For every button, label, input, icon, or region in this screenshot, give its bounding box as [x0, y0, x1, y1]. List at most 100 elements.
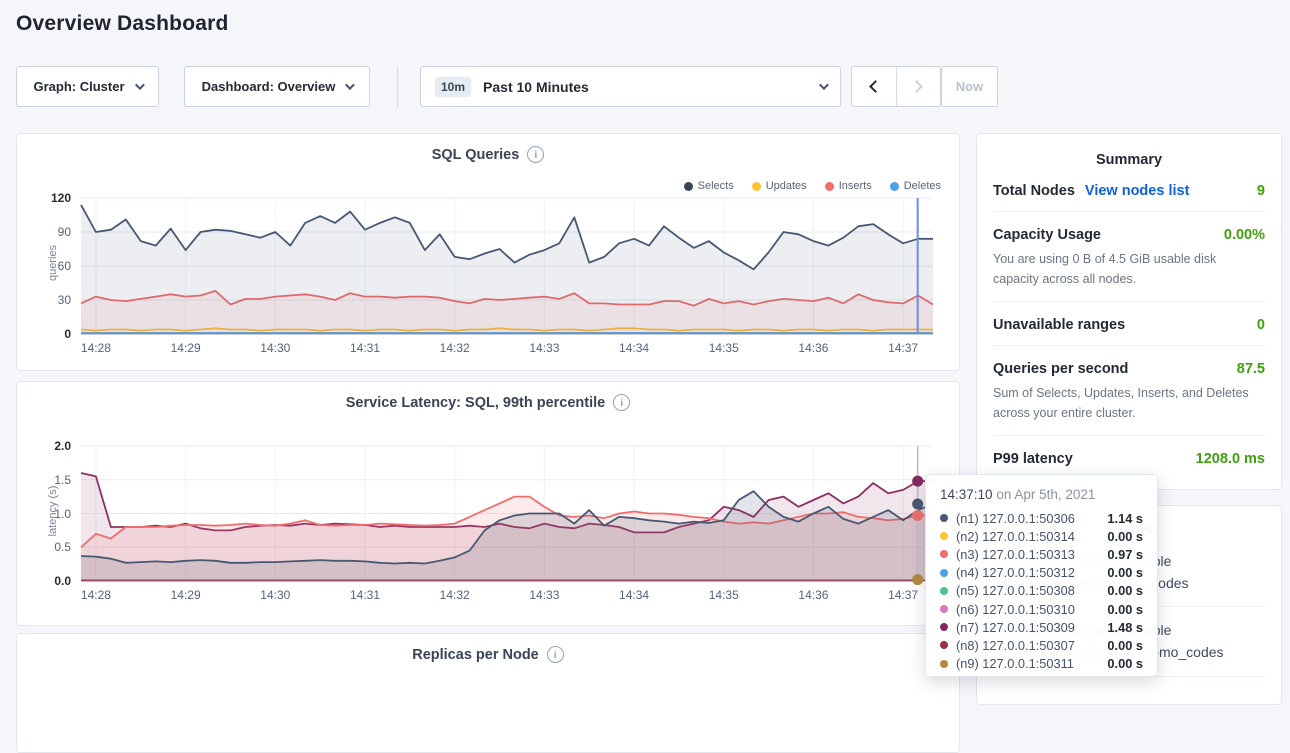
chart-sql-svg	[80, 197, 934, 335]
x-axis-tick-label: 14:36	[798, 588, 829, 602]
summary-value: 87.5	[1236, 361, 1265, 377]
node-color-dot-icon	[940, 623, 948, 632]
toolbar-divider	[397, 66, 398, 107]
y-axis-tick-label: 1.5	[54, 472, 71, 487]
summary-description: You are using 0 B of 4.5 GiB usable disk…	[993, 252, 1217, 286]
now-button[interactable]: Now	[941, 66, 998, 107]
node-latency-value: 0.00 s	[1107, 583, 1143, 599]
chart-latency-svg	[80, 445, 934, 586]
info-icon[interactable]: i	[546, 646, 564, 663]
chart-title: SQL Queries	[431, 146, 520, 163]
service-latency-plot[interactable]	[80, 445, 934, 586]
tooltip-node-row: (n3) 127.0.0.1:50313 0.97 s	[940, 545, 1143, 563]
legend-label: Selects	[697, 180, 734, 192]
summary-label: P99 latency	[993, 451, 1073, 467]
node-color-dot-icon	[940, 605, 948, 614]
chevron-down-icon	[345, 80, 356, 91]
info-icon[interactable]: i	[527, 146, 545, 163]
chevron-right-icon	[910, 80, 923, 93]
chevron-left-icon	[869, 80, 883, 93]
node-address: (n9) 127.0.0.1:50311	[956, 656, 1074, 672]
x-axis-tick-label: 14:31	[349, 341, 381, 355]
hover-point-dot	[912, 574, 924, 586]
view-nodes-list-link[interactable]: View nodes list	[1084, 183, 1190, 199]
time-nav-group	[851, 66, 941, 107]
summary-header: Summary	[1095, 152, 1163, 168]
time-range-dropdown[interactable]: 10m Past 10 Minutes	[420, 66, 841, 107]
node-color-dot-icon	[940, 586, 948, 595]
info-icon[interactable]: i	[613, 394, 631, 411]
tooltip-rows: (n1) 127.0.0.1:50306 1.14 s (n2) 127.0.0.1…	[940, 509, 1143, 673]
legend-dot-icon	[824, 181, 834, 191]
summary-row-unavailable-ranges: Unavailable ranges 0	[993, 302, 1265, 346]
summary-value: 0	[1256, 317, 1265, 333]
x-axis-tick-label: 14:32	[439, 588, 470, 602]
summary-row-total-nodes: Total Nodes View nodes list 9	[993, 168, 1265, 212]
x-axis-tick-label: 14:34	[619, 588, 650, 602]
node-color-dot-icon	[940, 532, 948, 541]
node-latency-value: 0.00 s	[1107, 528, 1143, 544]
x-axis-tick-label: 14:30	[260, 588, 291, 602]
hover-point-dot	[912, 510, 924, 522]
node-address: (n7) 127.0.0.1:50309	[956, 619, 1075, 635]
summary-label: Total Nodes	[993, 183, 1075, 199]
y-axis-tick-label: 0.5	[54, 540, 71, 555]
summary-description: Sum of Selects, Updates, Inserts, and De…	[993, 386, 1249, 420]
tooltip-node-row: (n6) 127.0.0.1:50310 0.00 s	[940, 600, 1143, 618]
y-axis-tick-label: 30	[57, 293, 71, 307]
node-address: (n1) 127.0.0.1:50306	[956, 510, 1075, 526]
y-axis-tick-label: 120	[50, 191, 71, 205]
graph-dropdown[interactable]: Graph: Cluster	[16, 66, 159, 107]
summary-value: 0.00%	[1223, 227, 1265, 243]
node-address: (n2) 127.0.0.1:50314	[956, 528, 1075, 544]
summary-label: Unavailable ranges	[993, 317, 1126, 333]
node-latency-value: 1.48 s	[1107, 619, 1143, 635]
graph-dropdown-label: Graph: Cluster	[33, 79, 125, 94]
legend-item-updates[interactable]: Updates	[751, 180, 807, 192]
node-color-dot-icon	[940, 550, 948, 559]
legend-dot-icon	[751, 181, 761, 191]
x-axis-tick-label: 14:29	[170, 341, 201, 355]
time-range-label: Past 10 Minutes	[483, 78, 589, 95]
tooltip-time: 14:37:10	[940, 487, 993, 502]
node-address: (n8) 127.0.0.1:50307	[956, 637, 1075, 653]
legend-label: Updates	[765, 180, 807, 192]
legend-item-selects[interactable]: Selects	[683, 180, 734, 192]
summary-value: 1208.0 ms	[1195, 451, 1265, 467]
summary-panel: Summary Total Nodes View nodes list 9 Ca…	[976, 133, 1282, 490]
summary-row-capacity-usage: Capacity Usage 0.00% You are using 0 B o…	[993, 212, 1265, 302]
dashboard-dropdown[interactable]: Dashboard: Overview	[184, 66, 370, 107]
legend-label: Inserts	[838, 180, 872, 192]
node-latency-value: 0.00 s	[1107, 656, 1143, 672]
tooltip-node-row: (n8) 127.0.0.1:50307 0.00 s	[940, 636, 1143, 654]
tooltip-node-row: (n7) 127.0.0.1:50309 1.48 s	[940, 618, 1143, 636]
x-axis-tick-label: 14:31	[349, 588, 381, 602]
node-color-dot-icon	[940, 514, 948, 523]
node-latency-value: 1.14 s	[1107, 510, 1143, 526]
x-axis-tick-label: 14:33	[529, 588, 560, 602]
chevron-down-icon	[818, 80, 829, 91]
tooltip-timestamp: 14:37:10 on Apr 5th, 2021	[940, 487, 1143, 502]
chart-title: Service Latency: SQL, 99th percentile	[345, 394, 606, 411]
x-axis-tick-label: 14:34	[619, 341, 650, 355]
x-axis-tick-label: 14:30	[260, 341, 291, 355]
y-axis-title: latency (s)	[47, 485, 59, 536]
legend-item-deletes[interactable]: Deletes	[889, 180, 941, 192]
y-axis-title: queries	[47, 244, 59, 282]
time-next-button[interactable]	[895, 67, 940, 106]
sql-queries-chart-card: SQL Queries i Selects Updates Inserts Delet…	[16, 133, 960, 371]
y-axis-tick-label: 2.0	[54, 439, 71, 453]
now-button-label: Now	[955, 79, 984, 94]
legend-item-inserts[interactable]: Inserts	[824, 180, 872, 192]
legend-label: Deletes	[903, 180, 941, 192]
summary-value: 9	[1256, 183, 1265, 199]
summary-row-p99-latency: P99 latency 1208.0 ms	[993, 436, 1265, 479]
time-prev-button[interactable]	[852, 67, 896, 106]
summary-label: Capacity Usage	[993, 227, 1101, 243]
y-axis-tick-label: 60	[57, 259, 71, 273]
x-axis-tick-label: 14:29	[170, 588, 201, 602]
node-latency-value: 0.00 s	[1107, 601, 1143, 617]
tooltip-node-row: (n1) 127.0.0.1:50306 1.14 s	[940, 509, 1143, 527]
sql-queries-plot[interactable]	[80, 197, 934, 335]
x-axis-tick-label: 14:37	[888, 588, 919, 602]
